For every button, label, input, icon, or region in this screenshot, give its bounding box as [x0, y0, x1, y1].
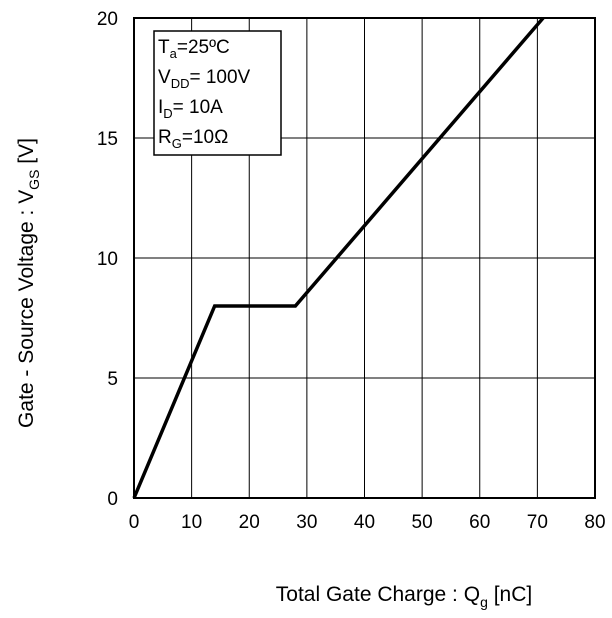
y-tick-label: 10 — [97, 249, 118, 270]
x-tick-label: 70 — [527, 512, 548, 533]
y-tick-label: 0 — [107, 489, 118, 510]
x-tick-label: 20 — [239, 512, 260, 533]
y-tick-label: 5 — [107, 369, 118, 390]
tick-labels: 0 10 20 30 40 50 60 70 80 0 5 10 15 20 — [97, 9, 606, 533]
series — [132, 16, 545, 499]
x-tick-label: 50 — [412, 512, 433, 533]
condition-ta: Ta=25ºC — [158, 37, 230, 61]
x-tick-label: 60 — [469, 512, 490, 533]
y-tick-label: 15 — [97, 129, 118, 150]
x-tick-label: 40 — [354, 512, 375, 533]
condition-rg: RG=10Ω — [158, 127, 228, 151]
x-tick-label: 10 — [181, 512, 202, 533]
x-tick-label: 0 — [129, 512, 140, 533]
x-tick-label: 80 — [584, 512, 605, 533]
y-axis-label: Gate - Source Voltage : VGS [V] — [15, 138, 42, 428]
x-tick-label: 30 — [296, 512, 317, 533]
x-axis-label: Total Gate Charge : Qg [nC] — [276, 583, 532, 610]
y-tick-label: 20 — [97, 9, 118, 30]
conditions-box: Ta=25ºC VDD= 100V ID= 10A RG=10Ω — [153, 30, 282, 156]
plot-frame — [133, 17, 596, 499]
gate-charge-line — [132, 16, 545, 499]
conditions-box-frame — [153, 30, 282, 156]
condition-vdd: VDD= 100V — [158, 67, 251, 91]
condition-id: ID= 10A — [158, 97, 223, 121]
